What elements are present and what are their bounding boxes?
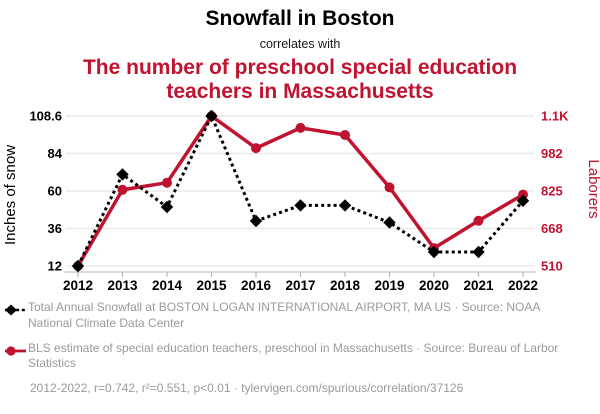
legend-row-snowfall: Total Annual Snowfall at BOSTON LOGAN IN… bbox=[4, 300, 596, 332]
right-axis-title: Laborers bbox=[585, 159, 600, 218]
chart-title: Snowfall in Boston bbox=[205, 7, 395, 30]
x-axis-year-label: 2020 bbox=[419, 278, 449, 293]
x-axis-year-label: 2017 bbox=[285, 278, 315, 293]
chart-legend: Total Annual Snowfall at BOSTON LOGAN IN… bbox=[4, 300, 596, 406]
teachers-series-legend-icon bbox=[4, 344, 26, 362]
legend-row-teachers: BLS estimate of special education teache… bbox=[4, 341, 596, 373]
snowfall-data-point bbox=[516, 194, 530, 207]
snowfall-data-point bbox=[472, 245, 485, 259]
snowfall-data-point bbox=[249, 214, 263, 228]
right-axis-tick-label: 982 bbox=[541, 146, 563, 161]
snowfall-series-legend-icon bbox=[4, 303, 26, 321]
teachers-data-point bbox=[117, 184, 128, 195]
left-axis-tick-label: 12 bbox=[48, 259, 62, 274]
teachers-data-point bbox=[473, 215, 484, 226]
chart-subtitle: The number of preschool special educatio… bbox=[82, 56, 518, 104]
snowfall-data-point bbox=[116, 168, 129, 181]
snowfall-data-point bbox=[427, 245, 441, 259]
teachers-data-point bbox=[384, 182, 395, 193]
left-axis-tick-label: 84 bbox=[48, 146, 63, 161]
left-axis-tick-label: 60 bbox=[48, 184, 62, 199]
snowfall-data-point bbox=[71, 259, 85, 273]
x-axis-year-label: 2015 bbox=[196, 278, 227, 293]
correlates-with-text: correlates with bbox=[259, 37, 341, 52]
snowfall-line bbox=[76, 114, 525, 267]
chart-header: Snowfall in Boston correlates with The n… bbox=[0, 0, 600, 104]
snowfall-data-point bbox=[160, 200, 174, 214]
x-axis-year-label: 2019 bbox=[374, 278, 404, 293]
teachers-data-point bbox=[162, 177, 172, 188]
x-axis-year-label: 2012 bbox=[63, 278, 93, 293]
left-axis-tick-label: 36 bbox=[48, 221, 62, 236]
teachers-data-point bbox=[251, 143, 261, 154]
teachers-data-point bbox=[295, 122, 306, 133]
snowfall-data-point bbox=[294, 199, 307, 212]
left-axis-title: Inches of snow bbox=[2, 145, 19, 245]
x-axis-year-label: 2021 bbox=[463, 278, 494, 293]
right-axis-tick-label: 1.1K bbox=[541, 109, 569, 124]
chart-area: 12 510 36 668 60 825 84 982 108.6 1.1K 2012 2013 201… bbox=[0, 100, 600, 296]
snowfall-series-legend-label: Total Annual Snowfall at BOSTON LOGAN IN… bbox=[28, 300, 540, 330]
snowfall-data-point bbox=[338, 199, 352, 212]
dual-axis-line-chart: 12 510 36 668 60 825 84 982 108.6 1.1K 2012 2013 201… bbox=[2, 109, 600, 294]
right-axis-tick-label: 668 bbox=[541, 221, 563, 236]
teachers-series-legend-label: BLS estimate of special education teache… bbox=[28, 340, 559, 371]
x-axis-year-label: 2014 bbox=[152, 278, 183, 293]
right-axis-tick-label: 510 bbox=[541, 259, 563, 274]
snowfall-data-point bbox=[205, 109, 218, 123]
x-axis-year-label: 2022 bbox=[508, 278, 538, 293]
legend-row-stats: 2012-2022, r=0.742, r²=0.551, p<0.01 · t… bbox=[28, 381, 596, 397]
x-axis-year-label: 2016 bbox=[241, 278, 272, 293]
correlation-stats: 2012-2022, r=0.742, r²=0.551, p<0.01 · t… bbox=[30, 381, 464, 396]
snowfall-data-point bbox=[383, 216, 396, 229]
right-axis-tick-label: 825 bbox=[541, 184, 563, 199]
x-axis-year-label: 2013 bbox=[107, 278, 138, 293]
x-axis-year-label: 2018 bbox=[330, 278, 361, 293]
left-axis-tick-label: 108.6 bbox=[29, 109, 62, 124]
teachers-data-point bbox=[340, 130, 350, 140]
